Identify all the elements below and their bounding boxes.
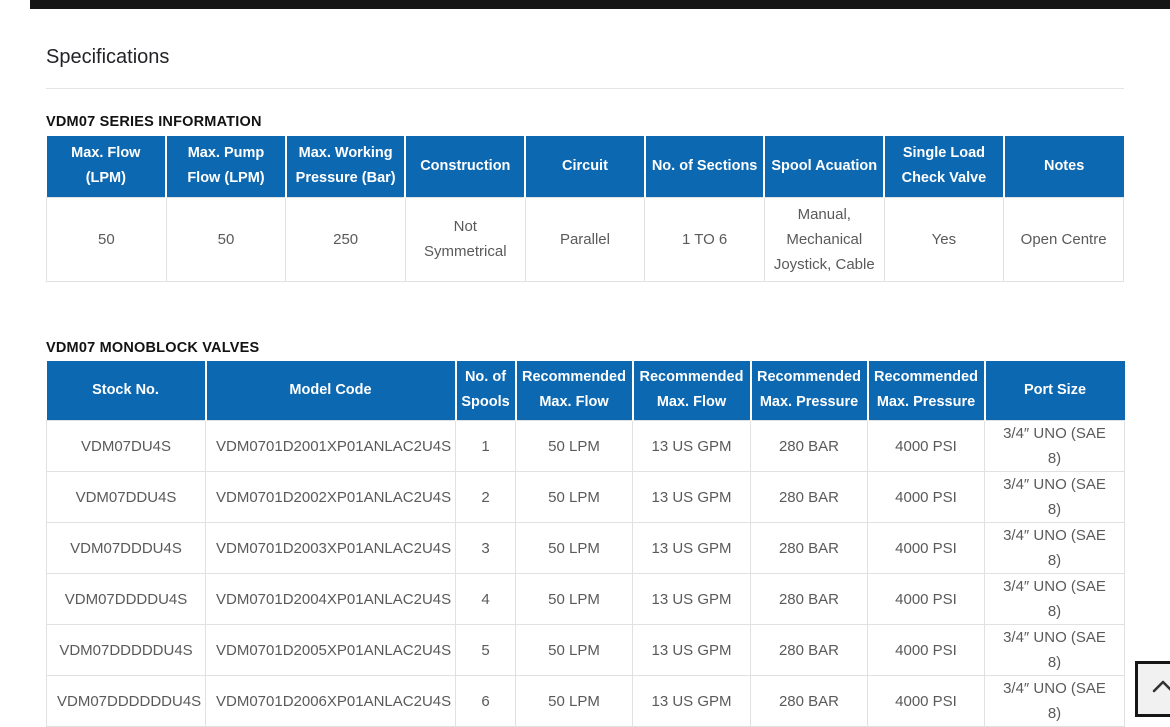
monoblock-row-5: VDM07DDDDDU4S VDM0701D2005XP01ANLAC2U4S …	[47, 625, 1125, 676]
port-size-cell: 3/4″ UNO (SAE 8)	[985, 676, 1125, 727]
rec-max-pressure-psi-cell: 4000 PSI	[868, 472, 985, 523]
series-info-header-row: Max. Flow (LPM) Max. Pump Flow (LPM) Max…	[47, 136, 1124, 197]
no-of-spools-cell: 1	[456, 421, 516, 472]
construction-header: Construction	[405, 136, 525, 197]
rec-max-flow-lpm-cell: 50 LPM	[516, 625, 633, 676]
no-of-sections-header: No. of Sections	[645, 136, 765, 197]
rec-max-pressure-bar-cell: 280 BAR	[751, 625, 868, 676]
max-flow-cell: 50	[47, 197, 167, 281]
rec-max-flow-lpm-cell: 50 LPM	[516, 574, 633, 625]
rec-max-pressure-psi-cell: 4000 PSI	[868, 676, 985, 727]
rec-max-pressure-bar-header: Recommended Max. Pressure	[751, 361, 868, 421]
circuit-cell: Parallel	[525, 197, 645, 281]
max-working-pressure-cell: 250	[286, 197, 406, 281]
rec-max-pressure-bar-cell: 280 BAR	[751, 421, 868, 472]
monoblock-row-3: VDM07DDDU4S VDM0701D2003XP01ANLAC2U4S 3 …	[47, 523, 1125, 574]
rec-max-pressure-psi-header: Recommended Max. Pressure	[868, 361, 985, 421]
series-info-table-head: Max. Flow (LPM) Max. Pump Flow (LPM) Max…	[47, 136, 1124, 197]
model-code-header: Model Code	[206, 361, 456, 421]
port-size-cell: 3/4″ UNO (SAE 8)	[985, 625, 1125, 676]
page-title: Specifications	[46, 46, 1124, 68]
model-code-cell: VDM0701D2003XP01ANLAC2U4S	[206, 523, 456, 574]
rec-max-flow-gpm-cell: 13 US GPM	[633, 574, 751, 625]
rec-max-flow-gpm-cell: 13 US GPM	[633, 625, 751, 676]
notes-cell: Open Centre	[1004, 197, 1124, 281]
rec-max-flow-gpm-cell: 13 US GPM	[633, 472, 751, 523]
monoblock-row-6: VDM07DDDDDDU4S VDM0701D2006XP01ANLAC2U4S…	[47, 676, 1125, 727]
stock-no-header: Stock No.	[47, 361, 206, 421]
rec-max-pressure-bar-cell: 280 BAR	[751, 574, 868, 625]
rec-max-pressure-psi-cell: 4000 PSI	[868, 421, 985, 472]
rec-max-pressure-psi-cell: 4000 PSI	[868, 625, 985, 676]
monoblock-header-row: Stock No. Model Code No. of Spools Recom…	[47, 361, 1125, 421]
chevron-up-icon	[1152, 680, 1170, 699]
scroll-to-top-button[interactable]	[1135, 661, 1170, 717]
max-working-pressure-header: Max. Working Pressure (Bar)	[286, 136, 406, 197]
monoblock-row-2: VDM07DDU4S VDM0701D2002XP01ANLAC2U4S 2 5…	[47, 472, 1125, 523]
rec-max-flow-gpm-header: Recommended Max. Flow	[633, 361, 751, 421]
monoblock-table-head: Stock No. Model Code No. of Spools Recom…	[47, 361, 1125, 421]
single-load-check-valve-cell: Yes	[884, 197, 1004, 281]
series-info-title: VDM07 SERIES INFORMATION	[46, 113, 1124, 131]
stock-no-cell: VDM07DDDDDDU4S	[47, 676, 206, 727]
max-pump-flow-header: Max. Pump Flow (LPM)	[166, 136, 286, 197]
port-size-cell: 3/4″ UNO (SAE 8)	[985, 472, 1125, 523]
rec-max-pressure-psi-cell: 4000 PSI	[868, 523, 985, 574]
model-code-cell: VDM0701D2001XP01ANLAC2U4S	[206, 421, 456, 472]
monoblock-table-body: VDM07DU4S VDM0701D2001XP01ANLAC2U4S 1 50…	[47, 421, 1125, 727]
stock-no-cell: VDM07DDDDDU4S	[47, 625, 206, 676]
no-of-spools-cell: 3	[456, 523, 516, 574]
rec-max-pressure-bar-cell: 280 BAR	[751, 523, 868, 574]
rec-max-flow-lpm-cell: 50 LPM	[516, 421, 633, 472]
stock-no-cell: VDM07DU4S	[47, 421, 206, 472]
rec-max-flow-gpm-cell: 13 US GPM	[633, 523, 751, 574]
notes-header: Notes	[1004, 136, 1124, 197]
rec-max-flow-lpm-cell: 50 LPM	[516, 472, 633, 523]
model-code-cell: VDM0701D2004XP01ANLAC2U4S	[206, 574, 456, 625]
heading-divider	[46, 88, 1124, 89]
rec-max-flow-lpm-cell: 50 LPM	[516, 676, 633, 727]
spool-acuation-header: Spool Acuation	[764, 136, 884, 197]
no-of-spools-header: No. of Spools	[456, 361, 516, 421]
circuit-header: Circuit	[525, 136, 645, 197]
port-size-header: Port Size	[985, 361, 1125, 421]
no-of-spools-cell: 6	[456, 676, 516, 727]
model-code-cell: VDM0701D2005XP01ANLAC2U4S	[206, 625, 456, 676]
monoblock-row-1: VDM07DU4S VDM0701D2001XP01ANLAC2U4S 1 50…	[47, 421, 1125, 472]
rec-max-flow-gpm-cell: 13 US GPM	[633, 676, 751, 727]
single-load-check-valve-header: Single Load Check Valve	[884, 136, 1004, 197]
model-code-cell: VDM0701D2006XP01ANLAC2U4S	[206, 676, 456, 727]
no-of-spools-cell: 2	[456, 472, 516, 523]
no-of-spools-cell: 4	[456, 574, 516, 625]
series-info-data-row: 50 50 250 Not Symmetrical Parallel 1 TO …	[47, 197, 1124, 281]
max-pump-flow-cell: 50	[166, 197, 286, 281]
stock-no-cell: VDM07DDDDU4S	[47, 574, 206, 625]
no-of-sections-cell: 1 TO 6	[645, 197, 765, 281]
stock-no-cell: VDM07DDDU4S	[47, 523, 206, 574]
construction-cell: Not Symmetrical	[405, 197, 525, 281]
port-size-cell: 3/4″ UNO (SAE 8)	[985, 421, 1125, 472]
monoblock-table: Stock No. Model Code No. of Spools Recom…	[46, 361, 1125, 727]
specifications-section: Specifications VDM07 SERIES INFORMATION …	[46, 0, 1124, 727]
rec-max-flow-lpm-header: Recommended Max. Flow	[516, 361, 633, 421]
rec-max-flow-lpm-cell: 50 LPM	[516, 523, 633, 574]
rec-max-flow-gpm-cell: 13 US GPM	[633, 421, 751, 472]
monoblock-title: VDM07 MONOBLOCK VALVES	[46, 339, 1124, 357]
port-size-cell: 3/4″ UNO (SAE 8)	[985, 574, 1125, 625]
rec-max-pressure-bar-cell: 280 BAR	[751, 676, 868, 727]
max-flow-header: Max. Flow (LPM)	[47, 136, 167, 197]
model-code-cell: VDM0701D2002XP01ANLAC2U4S	[206, 472, 456, 523]
monoblock-row-4: VDM07DDDDU4S VDM0701D2004XP01ANLAC2U4S 4…	[47, 574, 1125, 625]
spool-acuation-cell: Manual, Mechanical Joystick, Cable	[764, 197, 884, 281]
no-of-spools-cell: 5	[456, 625, 516, 676]
series-info-table-body: 50 50 250 Not Symmetrical Parallel 1 TO …	[47, 197, 1124, 281]
stock-no-cell: VDM07DDU4S	[47, 472, 206, 523]
rec-max-pressure-psi-cell: 4000 PSI	[868, 574, 985, 625]
rec-max-pressure-bar-cell: 280 BAR	[751, 472, 868, 523]
port-size-cell: 3/4″ UNO (SAE 8)	[985, 523, 1125, 574]
series-info-table: Max. Flow (LPM) Max. Pump Flow (LPM) Max…	[46, 136, 1124, 282]
